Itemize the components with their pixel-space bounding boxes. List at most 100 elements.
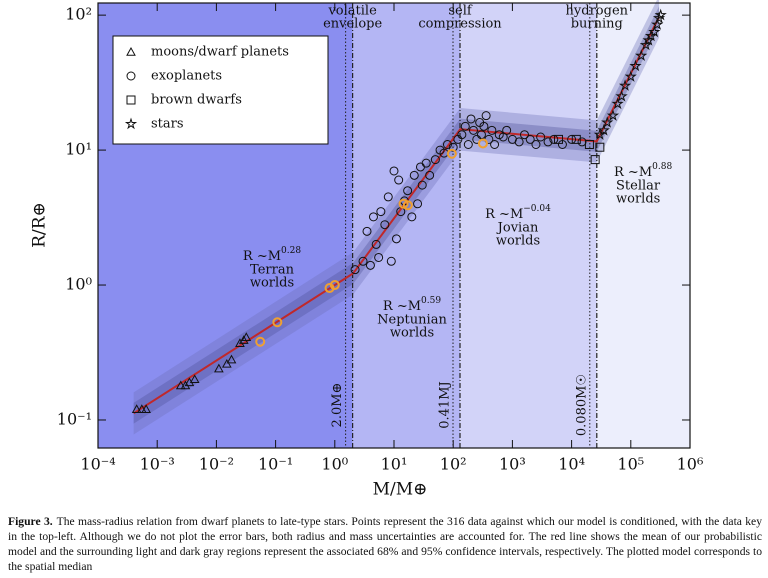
data-point <box>402 200 413 211</box>
data-point <box>519 130 529 140</box>
data-point <box>421 158 431 168</box>
data-point <box>460 121 470 131</box>
data-point <box>226 354 237 364</box>
x-tick-label: 10⁵ <box>617 455 644 474</box>
data-point <box>442 139 452 149</box>
data-point <box>536 132 546 142</box>
legend-label: brown dwarfs <box>151 93 242 108</box>
data-point <box>358 256 368 266</box>
data-point <box>386 256 396 266</box>
region-formula: R ~M−0.04 <box>485 204 551 222</box>
data-point <box>479 121 489 131</box>
data-point <box>126 95 136 105</box>
y-tick-label: 10⁰ <box>65 275 92 294</box>
caption: Figure 3. The mass-radius relation from d… <box>8 514 762 574</box>
data-point <box>446 148 457 159</box>
transition-value-label: 0.080M☉ <box>574 374 589 436</box>
transition-label: self <box>448 4 473 19</box>
y-tick-label: 10⁻¹ <box>57 409 92 428</box>
data-point <box>635 49 648 61</box>
data-point <box>490 139 500 149</box>
data-point <box>235 338 245 348</box>
transition-value-label: 2.0M⊕ <box>330 383 345 428</box>
data-point <box>595 142 605 152</box>
transition-value-label: 0.41MJ <box>438 381 453 428</box>
legend-box <box>112 35 329 145</box>
data-point <box>457 130 467 140</box>
data-point <box>409 170 419 180</box>
region-formula: R ~M0.28 <box>243 246 301 264</box>
data-point <box>365 260 375 270</box>
legend-label: stars <box>151 117 184 132</box>
data-point <box>597 123 610 136</box>
transition-label: hydrogen <box>566 4 629 19</box>
data-point <box>553 134 563 144</box>
x-tick-label: 10¹ <box>381 455 408 474</box>
region-formula-exponent: −0.04 <box>523 204 551 214</box>
data-point <box>590 155 600 165</box>
data-point <box>648 25 661 38</box>
data-point <box>430 155 440 165</box>
data-point <box>629 59 642 72</box>
data-point <box>389 166 399 176</box>
region-formula: R ~M0.88 <box>614 162 672 180</box>
caption-text: The mass-radius relation from dwarf plan… <box>8 515 762 573</box>
x-tick-label: 10⁻¹ <box>258 455 293 474</box>
data-point <box>615 89 628 102</box>
x-tick-label: 10⁻³ <box>140 455 175 474</box>
data-point <box>466 114 476 124</box>
data-point <box>507 134 517 144</box>
data-point <box>374 252 384 262</box>
data-point <box>487 125 497 135</box>
data-point <box>624 70 637 82</box>
data-point <box>391 234 401 244</box>
data-point <box>651 18 664 30</box>
region-formula-exponent: 0.28 <box>281 246 301 256</box>
x-tick-label: 10⁴ <box>558 455 585 474</box>
data-point <box>567 134 577 144</box>
transition-label: burning <box>571 17 623 32</box>
data-point <box>543 137 553 147</box>
data-point <box>383 192 393 202</box>
region-name: worlds <box>390 326 434 341</box>
legend-label: exoplanets <box>151 69 222 84</box>
confidence-band-95 <box>133 0 660 435</box>
data-point <box>601 116 614 128</box>
data-point <box>593 128 606 140</box>
x-tick-label: 10⁻² <box>199 455 234 474</box>
data-point <box>577 137 587 147</box>
data-point <box>214 363 224 373</box>
data-point <box>376 207 386 217</box>
data-point <box>425 170 435 180</box>
transition-label: volatile <box>327 4 377 19</box>
region-name: worlds <box>496 234 540 249</box>
data-point <box>124 117 138 130</box>
region-name: Jovian <box>496 221 539 236</box>
data-point <box>468 125 478 135</box>
data-point <box>350 265 360 275</box>
transition-label: envelope <box>323 17 382 32</box>
region-formula-exponent: 0.59 <box>421 296 441 306</box>
data-point <box>611 97 624 110</box>
y-tick-label: 10² <box>65 5 92 24</box>
data-point <box>654 8 667 21</box>
caption-label: Figure 3. <box>8 515 53 528</box>
region-formula-base: R ~M <box>485 207 523 222</box>
region-background <box>352 3 461 448</box>
data-point <box>241 332 252 341</box>
data-point <box>329 280 340 291</box>
region-name: worlds <box>250 276 294 291</box>
x-tick-label: 10⁻⁴ <box>80 455 115 474</box>
x-tick-label: 10³ <box>499 455 526 474</box>
x-axis-label: M/M⊕ <box>373 480 428 500</box>
y-axis-label: R/R⊕ <box>30 202 50 248</box>
data-point <box>514 137 524 147</box>
region-formula: R ~M0.59 <box>383 296 441 314</box>
data-point <box>413 199 423 209</box>
data-point <box>394 175 404 185</box>
data-point <box>448 142 458 152</box>
x-tick-label: 10⁶ <box>677 455 704 474</box>
data-point <box>639 38 653 51</box>
